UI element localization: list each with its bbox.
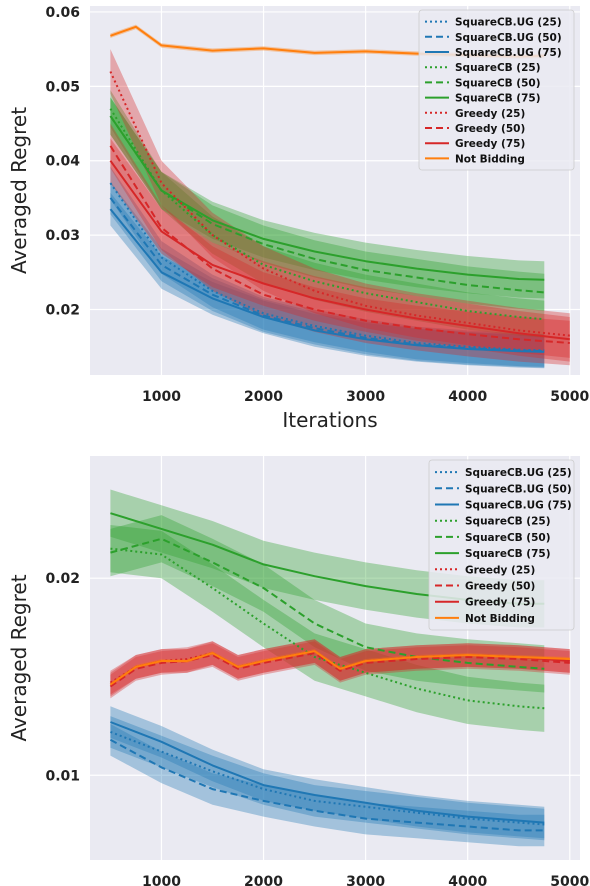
y-tick-label: 0.02 [45, 571, 80, 587]
legend-entry: Greedy (50) [455, 123, 525, 135]
series-line [110, 721, 545, 824]
chart-panel-1: 1000 2000 3000 4000 5000 0.02 0.03 0.04 0.05 0.06… [7, 5, 590, 432]
series-line [109, 652, 570, 688]
series-line [109, 738, 545, 832]
series-line [109, 650, 570, 686]
legend-entry: Greedy (25) [465, 564, 535, 576]
y-tick-label: 0.03 [45, 228, 80, 244]
y-axis-label: Averaged Regret [7, 574, 31, 741]
plot-series [109, 24, 570, 369]
series-line [109, 145, 570, 344]
series-band [110, 639, 570, 695]
series-band [110, 123, 570, 366]
series-band [110, 138, 570, 362]
series-band [110, 181, 545, 368]
legend-entry: SquareCB (50) [465, 532, 551, 544]
y-tick-label: 0.02 [45, 303, 80, 319]
legend-entry: SquareCB (25) [455, 62, 541, 74]
legend-entry: SquareCB (25) [465, 516, 551, 528]
x-tick-label: 2000 [244, 874, 283, 886]
series-band [110, 706, 545, 839]
legend-entry: Not Bidding [455, 153, 525, 165]
series-band [110, 515, 545, 693]
series-line [109, 160, 570, 341]
legend-entry: SquareCB (75) [465, 548, 551, 560]
y-tick-label: 0.05 [45, 79, 80, 95]
series-band [110, 724, 545, 847]
y-tick-label: 0.06 [45, 5, 80, 21]
legend-entry: SquareCB (75) [455, 93, 541, 105]
series-band [110, 49, 570, 358]
series-line [109, 108, 545, 321]
legend-box [428, 459, 575, 631]
series-band [110, 97, 545, 311]
x-tick-label: 5000 [550, 874, 589, 886]
legend-entry: Greedy (75) [465, 597, 535, 609]
legend-entry: SquareCB.UG (25) [455, 17, 562, 29]
x-tick-label: 4000 [448, 389, 487, 405]
y-tick-label: 0.01 [45, 768, 80, 784]
series-line [109, 115, 545, 281]
series-line [109, 208, 545, 353]
legend-entry: SquareCB.UG (25) [465, 467, 572, 479]
legend: SquareCB.UG (25) SquareCB.UG (50) SquareCB… [428, 459, 575, 631]
x-tick-label: 3000 [346, 389, 385, 405]
legend-entry: Not Bidding [465, 613, 535, 625]
series-band [110, 166, 545, 367]
x-tick-label: 5000 [550, 389, 589, 405]
legend-entry: SquareCB.UG (50) [465, 483, 572, 495]
series-band [110, 716, 545, 841]
series-line [109, 182, 545, 352]
legend-entry: Greedy (50) [465, 581, 535, 593]
legend: SquareCB.UG (25) SquareCB.UG (50) SquareCB… [418, 9, 575, 171]
x-axis-label: Iterations [282, 408, 377, 432]
series-line [110, 537, 545, 670]
legend-entry: Greedy (25) [455, 108, 525, 120]
x-tick-label: 4000 [448, 874, 487, 886]
series-line [109, 115, 545, 294]
y-tick-label: 0.04 [45, 154, 80, 170]
chart-panel-2: 100020003000400050000.010.02IterationsAv… [7, 456, 590, 886]
x-tick-label: 3000 [346, 874, 385, 886]
series-line [110, 547, 545, 710]
series-line [110, 730, 545, 826]
legend-entry: SquareCB (50) [455, 77, 541, 89]
x-tick-label: 1000 [142, 389, 181, 405]
legend-entry: SquareCB.UG (50) [455, 32, 562, 44]
legend-box [418, 9, 575, 171]
x-tick-label: 1000 [142, 874, 181, 886]
legend-entry: Greedy (75) [455, 138, 525, 150]
y-axis-label: Averaged Regret [7, 107, 31, 274]
plot-series [109, 489, 570, 847]
legend-entry: SquareCB.UG (75) [465, 500, 572, 512]
x-tick-label: 2000 [244, 389, 283, 405]
legend-entry: SquareCB.UG (75) [455, 47, 562, 59]
series-band [110, 525, 545, 732]
